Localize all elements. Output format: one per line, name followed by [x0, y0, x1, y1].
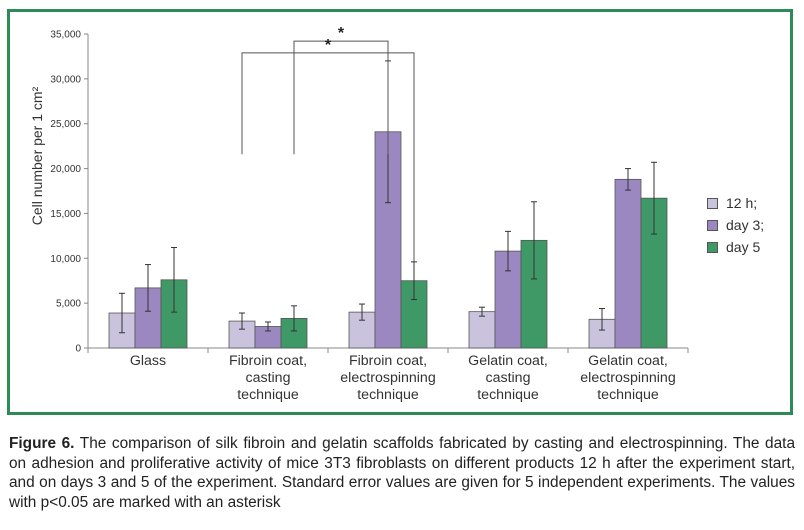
- legend-item: day 5: [707, 236, 764, 258]
- y-tick-label: 25,000: [50, 119, 81, 130]
- legend-swatch: [707, 197, 718, 209]
- significance-asterisk: *: [338, 25, 345, 42]
- y-tick-label: 5,000: [56, 299, 81, 310]
- legend-swatch: [707, 219, 718, 231]
- significance-bracket: [293, 40, 389, 155]
- x-category-label: Fibroin coat, casting technique: [228, 353, 308, 404]
- x-category-label: Gelatin coat, electrospinning technique: [580, 353, 676, 404]
- bar: [348, 311, 376, 349]
- x-category-label: Gelatin coat, casting technique: [468, 353, 548, 404]
- caption-text: The comparison of silk fibroin and gelat…: [9, 435, 795, 511]
- legend-item: 12 h;: [707, 192, 764, 214]
- legend: 12 h; day 3; day 5: [707, 192, 764, 258]
- legend-item: day 3;: [707, 214, 764, 236]
- y-tick-label: 30,000: [50, 74, 81, 85]
- y-tick-label: 10,000: [50, 254, 81, 265]
- y-axis-label: Cell number per 1 cm²: [29, 86, 45, 226]
- figure-frame: 0 5,000 10,000 15,000 20,000 25,000 30,000 35,0…: [7, 9, 793, 415]
- x-category-label: Glass: [129, 353, 167, 369]
- bar: [614, 178, 642, 349]
- legend-swatch: [707, 241, 718, 253]
- y-tick-label: 0: [75, 344, 81, 355]
- significance-asterisk: *: [325, 37, 332, 54]
- legend-label: day 5: [726, 239, 761, 255]
- bar: [468, 311, 496, 349]
- figure-caption: Figure 6. The comparison of silk fibroin…: [9, 434, 795, 512]
- x-category-label: Fibroin coat, electrospinning technique: [340, 353, 436, 404]
- bar-chart: 0 5,000 10,000 15,000 20,000 25,000 30,000 35,0…: [50, 25, 689, 355]
- legend-label: day 3;: [726, 217, 765, 233]
- y-tick-label: 35,000: [50, 30, 81, 41]
- significance-bracket: [241, 52, 415, 262]
- y-tick-label: 15,000: [50, 209, 81, 220]
- legend-label: 12 h;: [726, 195, 758, 211]
- caption-label: Figure 6.: [9, 435, 75, 452]
- y-tick-label: 20,000: [50, 164, 81, 175]
